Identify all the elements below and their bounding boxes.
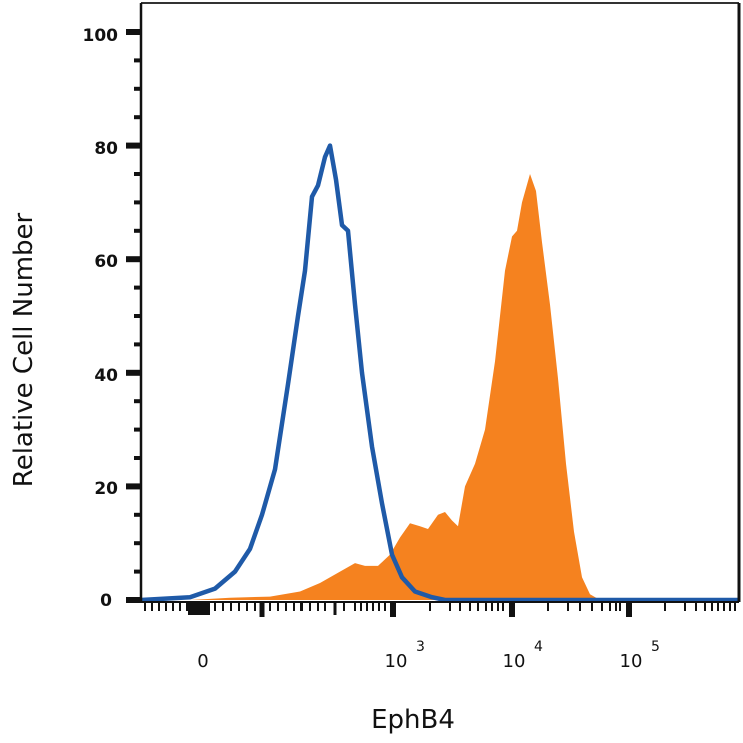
x-tick-1e4-exp: 4 — [534, 639, 543, 655]
y-tick-60: 60 — [94, 252, 118, 272]
x-tick-labels: 0 10 3 10 4 10 5 — [197, 639, 660, 672]
x-tick-1e3-base: 10 — [385, 651, 408, 672]
orange-filled-histogram — [190, 174, 600, 600]
x-tick-1e5-exp: 5 — [651, 639, 660, 655]
y-tick-0: 0 — [100, 591, 112, 611]
y-tick-80: 80 — [94, 139, 118, 159]
x-axis-ticks — [144, 603, 736, 617]
y-tick-labels: 0 20 40 60 80 100 — [83, 26, 119, 611]
y-tick-20: 20 — [94, 479, 118, 499]
y-axis-title: Relative Cell Number — [9, 212, 39, 487]
y-axis-ticks — [126, 29, 141, 603]
y-tick-40: 40 — [94, 366, 118, 386]
x-tick-1e4-base: 10 — [503, 651, 526, 672]
plot-frame — [139, 2, 741, 603]
x-tick-1e5-base: 10 — [620, 651, 643, 672]
x-tick-1e3-exp: 3 — [416, 639, 425, 655]
blue-isotype-histogram — [140, 143, 739, 603]
x-tick-0: 0 — [197, 651, 208, 672]
x-axis-title: EphB4 — [371, 705, 455, 735]
y-tick-100: 100 — [83, 26, 119, 46]
